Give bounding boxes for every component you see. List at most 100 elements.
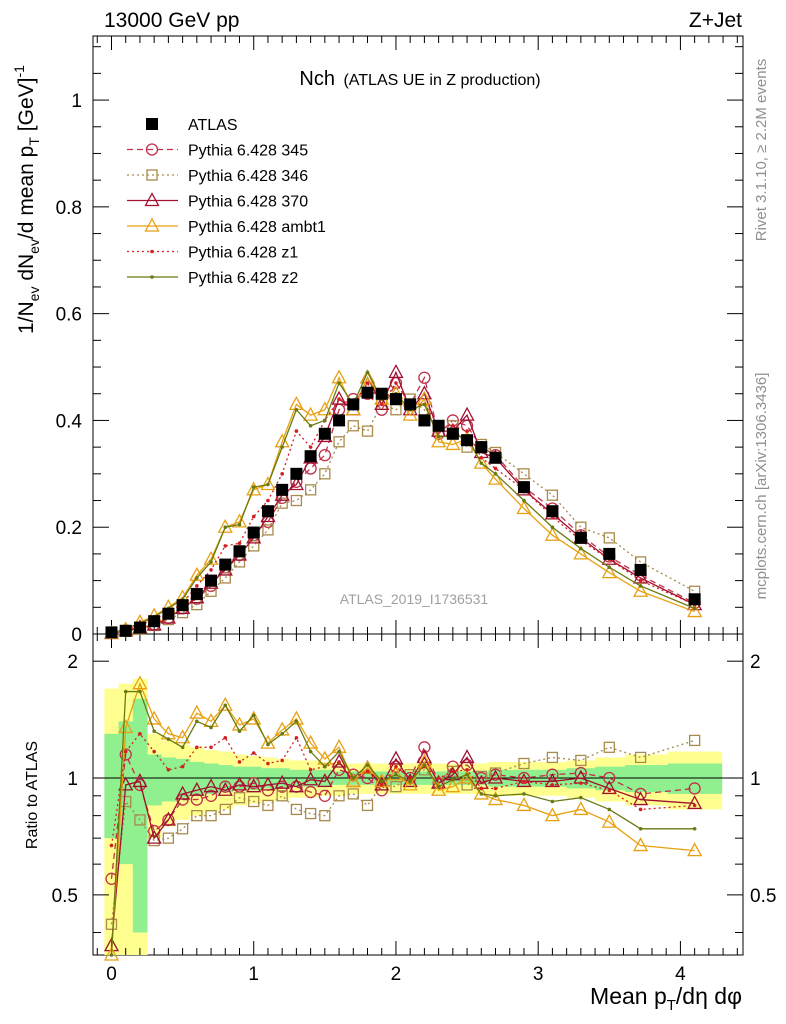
ratio-point [579, 781, 583, 785]
data-point [573, 545, 589, 560]
data-point [304, 450, 317, 463]
ratio-point [351, 776, 356, 780]
data-point [260, 476, 276, 491]
ratio-point [290, 803, 303, 816]
ratio-point [303, 771, 319, 786]
ratio-point [601, 813, 617, 828]
data-point [276, 483, 289, 496]
main-y-axis-label: 1/Nev dNev/d mean pT [GeV]-1 [11, 65, 42, 334]
ratio-point [459, 769, 475, 784]
ratio-point [517, 771, 531, 785]
y-tick-label: 0.6 [56, 305, 82, 326]
ratio-y-axis-label: Ratio to ATLAS [24, 741, 41, 849]
ratio-point [394, 764, 398, 769]
ratio-point [579, 795, 583, 800]
ratio-point [132, 675, 148, 690]
data-point [195, 576, 199, 580]
series-atlas [105, 386, 701, 639]
data-point [261, 505, 274, 518]
ratio-point [546, 768, 559, 781]
ratio-point [692, 826, 697, 831]
data-point [337, 397, 341, 401]
analysis-id: ATLAS_2019_I1736531 [340, 591, 489, 607]
data-point [347, 420, 359, 432]
ratio-point [379, 783, 384, 787]
energy-label: 13000 GeV pp [104, 9, 239, 32]
ratio-point [231, 776, 248, 791]
ratio-point [246, 778, 262, 793]
ratio-point [601, 780, 617, 795]
ratio-point [166, 737, 171, 741]
ratio-point [408, 779, 412, 784]
data-point [337, 381, 341, 385]
data-point [105, 626, 118, 639]
ratio-point [266, 742, 270, 747]
ratio-point [516, 773, 532, 788]
ratio-point [260, 776, 276, 791]
ratio-point [105, 918, 118, 930]
ratio-point [166, 768, 171, 772]
ratio-point [288, 710, 304, 725]
data-point [479, 456, 484, 460]
ratio-point [276, 790, 288, 802]
ratio-point [436, 776, 441, 780]
data-point [374, 396, 390, 411]
ratio-point [493, 793, 498, 798]
ratio-point [195, 719, 199, 724]
data-point [379, 402, 384, 407]
ratio-point [347, 788, 359, 800]
data-point [550, 525, 555, 530]
legend-label: Pythia 6.428 370 [188, 194, 308, 211]
ratio-tick-label-right: 2 [750, 652, 761, 673]
ratio-point [365, 763, 370, 767]
ratio-point [189, 781, 205, 796]
x-axis-label: Mean pT/dη dφ [590, 983, 742, 1014]
y-tick-label: 0 [71, 625, 82, 646]
ratio-point [180, 764, 185, 769]
data-point [251, 514, 256, 519]
ratio-point [331, 753, 347, 768]
ratio-point [633, 791, 649, 806]
data-point [205, 574, 218, 587]
ratio-point [162, 832, 175, 844]
ratio-point [308, 768, 313, 772]
ratio-band-inner [147, 754, 162, 806]
ratio-point [687, 842, 703, 857]
main-axis-ticks: 0 0.2 0.4 0.6 0.8 1 [56, 36, 743, 646]
ratio-point [251, 751, 256, 755]
ratio-band-inner [218, 765, 233, 793]
legend-marker [145, 143, 159, 156]
ratio-band-inner [667, 763, 723, 794]
legend-entry: Pythia 6.428 z2 [127, 270, 298, 287]
ratio-point [195, 745, 199, 750]
data-point [546, 505, 559, 518]
x-tick-label: 1 [248, 964, 259, 985]
data-point [418, 371, 431, 384]
data-point [248, 540, 260, 552]
series-line [111, 370, 695, 635]
ratio-point [333, 790, 345, 802]
ratio-point [337, 760, 341, 764]
legend-marker [146, 118, 158, 130]
data-point [633, 582, 649, 597]
ratio-point [516, 797, 532, 812]
ratio-point [152, 749, 156, 754]
data-point [375, 387, 388, 400]
plot-title: Nch (ATLAS UE in Z production) [299, 68, 540, 90]
ratio-point [175, 785, 191, 800]
ratio-tick-label-right: 1 [750, 769, 761, 790]
ratio-point [138, 689, 142, 694]
ratio-point [132, 773, 148, 788]
data-point [603, 547, 616, 560]
data-point [544, 526, 561, 541]
ratio-point [634, 751, 647, 764]
legend-label: Pythia 6.428 ambt1 [188, 219, 326, 236]
data-point [318, 427, 331, 440]
data-point [308, 423, 313, 428]
ratio-point [303, 734, 319, 749]
ratio-point [146, 710, 162, 725]
ratio-point [522, 779, 526, 784]
legend-label: Pythia 6.428 345 [188, 143, 308, 160]
ratio-point [319, 809, 331, 822]
data-point [688, 593, 701, 606]
